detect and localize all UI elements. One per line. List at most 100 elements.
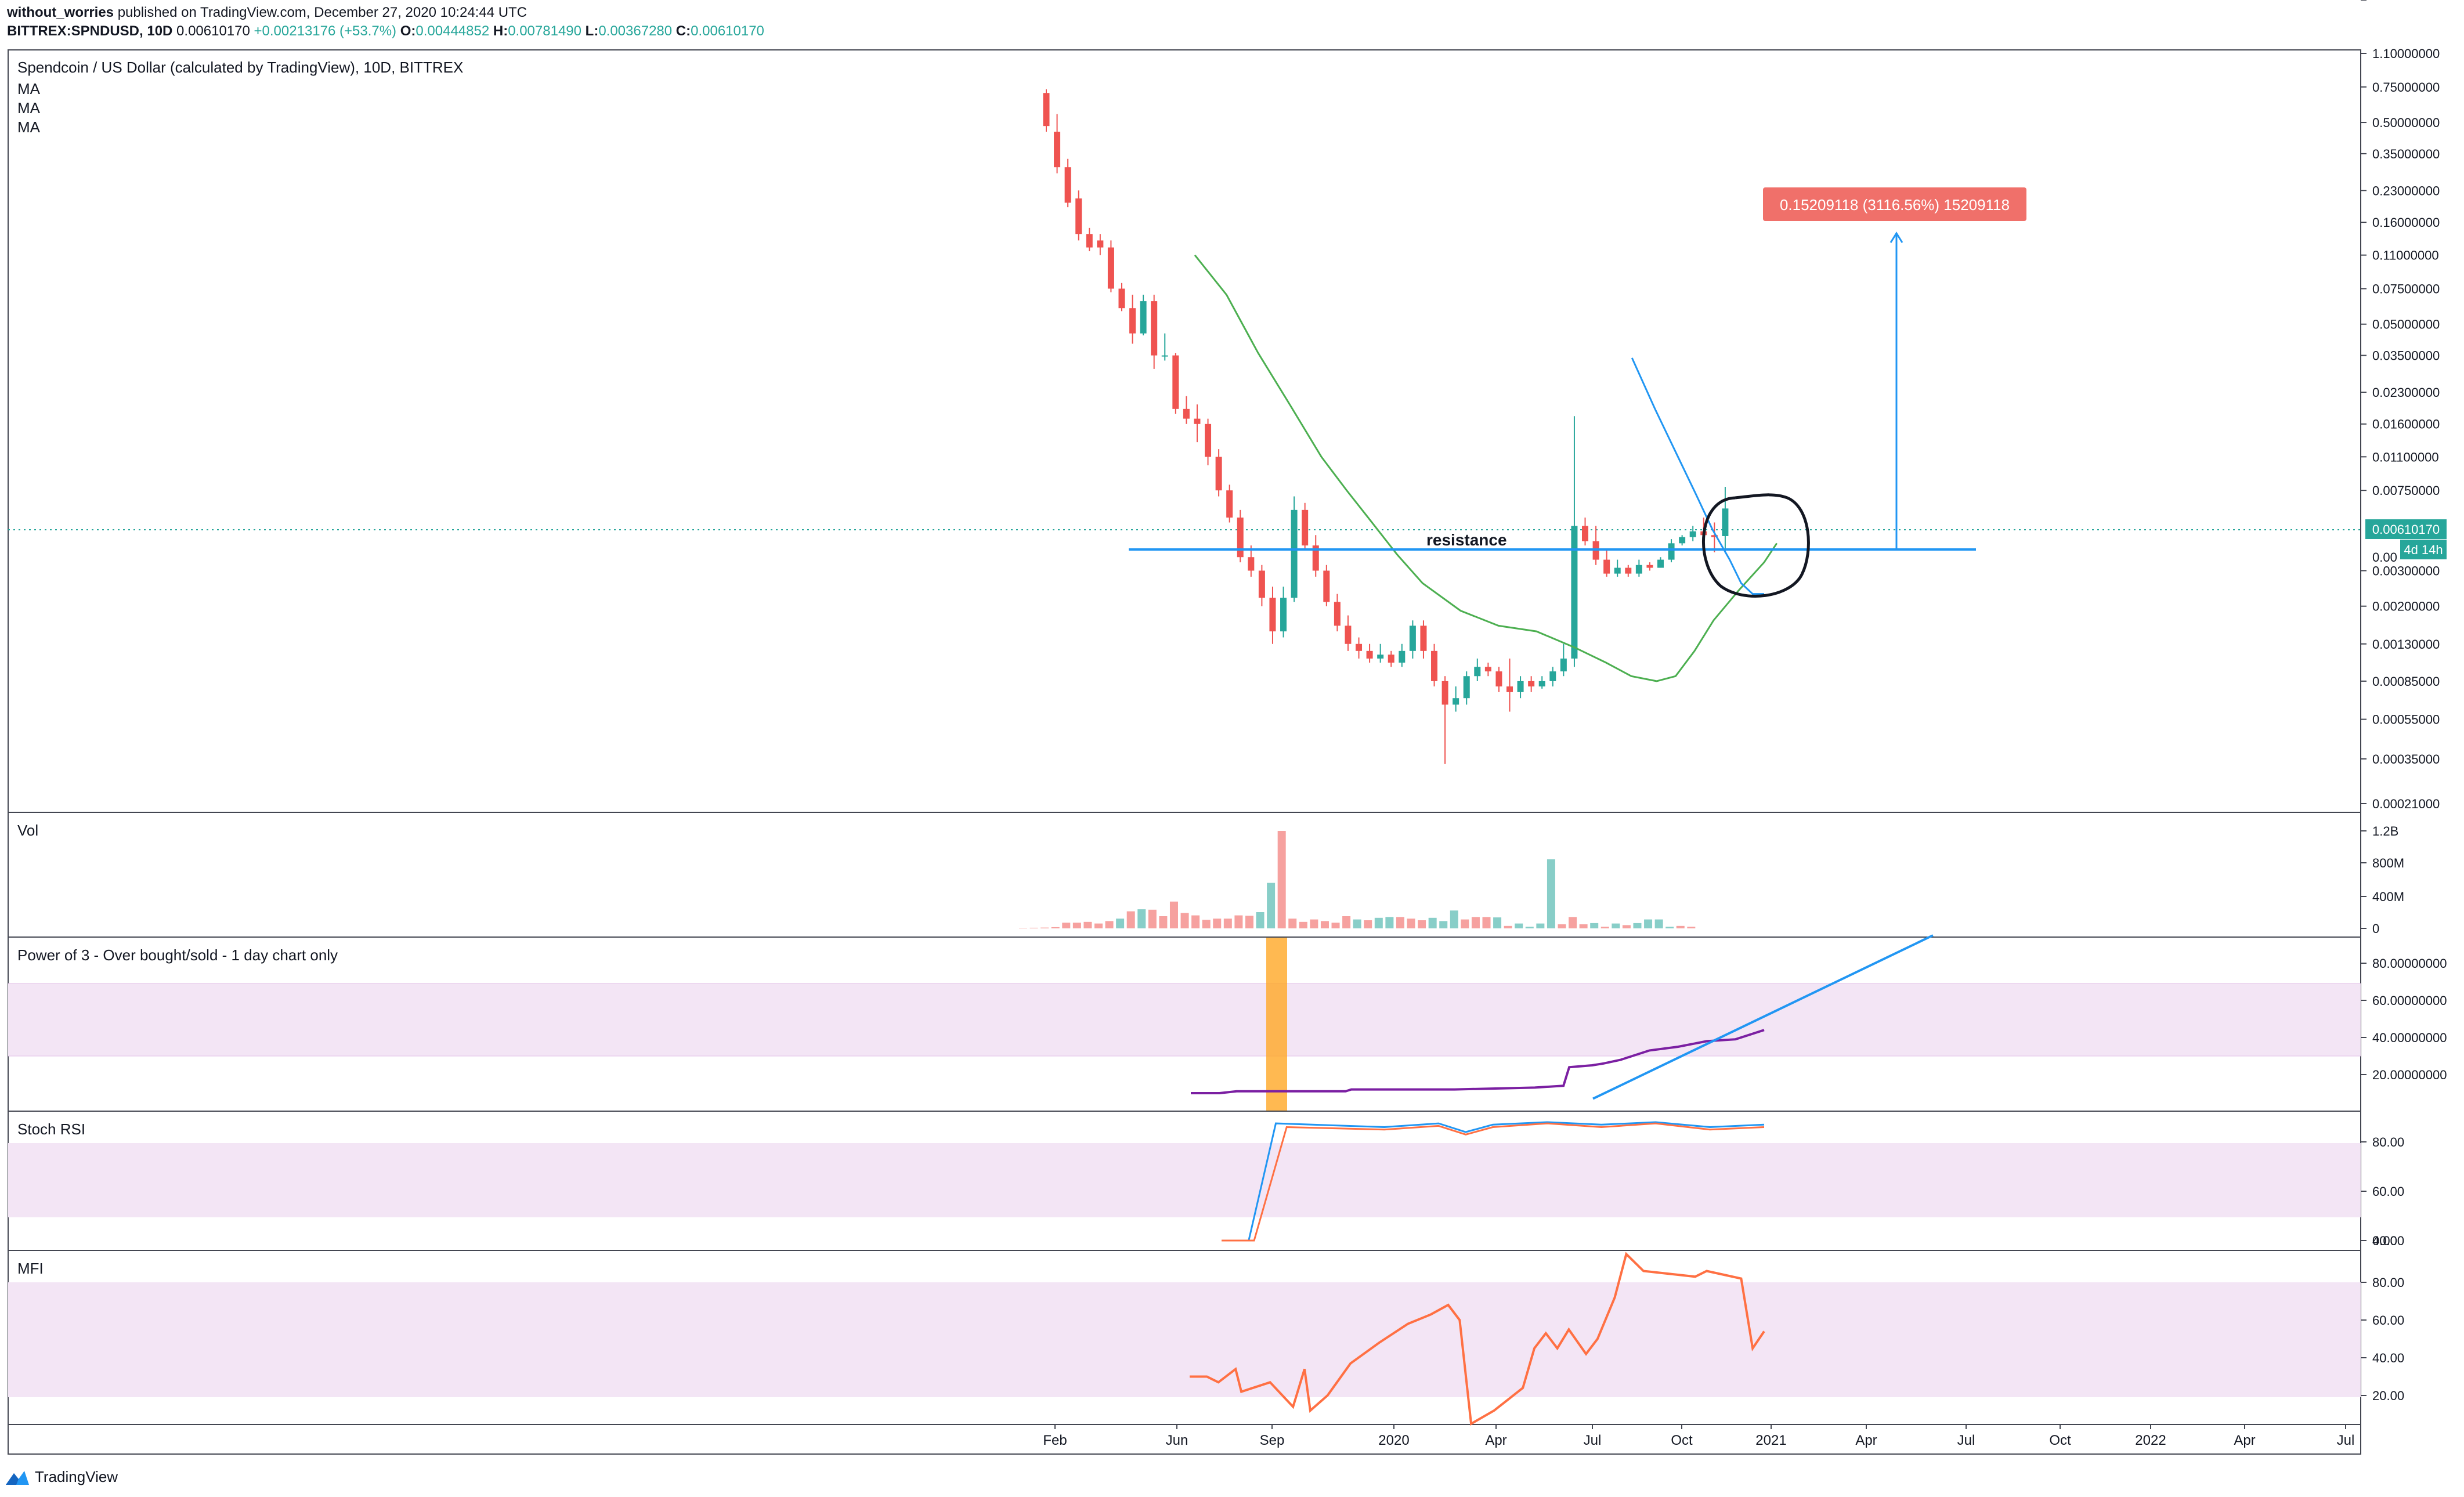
candle-body[interactable] [1420,625,1427,651]
candle-body[interactable] [1431,650,1438,681]
candle-body[interactable] [1280,598,1287,632]
candle-body[interactable] [1366,650,1373,659]
tradingview-brand[interactable]: TradingView [35,1467,118,1485]
candle-body[interactable] [1549,671,1556,681]
candle-body[interactable] [1571,526,1578,659]
volume-bar [1676,925,1685,928]
candlestick-series[interactable] [1043,89,1729,764]
candle-body[interactable] [1161,355,1168,357]
mfi-line[interactable] [1190,1252,1765,1426]
candle-body[interactable] [1657,559,1664,568]
power-of-3-line[interactable] [1191,1029,1765,1094]
mfi-pane-title[interactable]: MFI [17,1260,44,1277]
time-axis[interactable]: Feb Jun Sep 2020 Apr Jul Oct 2021 Apr Jul Oct 2022 A… [1043,1424,2354,1448]
volume-bar [1342,916,1351,928]
volume-bar [1267,883,1276,928]
candle-body[interactable] [1399,650,1406,663]
candle-body[interactable] [1140,301,1147,334]
candle-body[interactable] [1183,408,1190,419]
candle-body[interactable] [1528,681,1535,687]
candle-body[interactable] [1517,681,1524,692]
high-value: 0.00781490 [508,23,581,39]
candle-body[interactable] [1484,667,1491,672]
candle-body[interactable] [1356,643,1363,651]
candle-body[interactable] [1334,602,1341,626]
stoch-d-line[interactable] [1222,1122,1765,1242]
candle-body[interactable] [1129,308,1136,334]
candle-body[interactable] [1441,681,1448,705]
candle-body[interactable] [1388,655,1394,663]
candle-body[interactable] [1635,565,1642,574]
close-value: 0.00610170 [691,23,764,39]
candle-body[interactable] [1668,543,1675,560]
candle-body[interactable] [1474,667,1481,677]
candle-body[interactable] [1377,655,1384,659]
target-label-box[interactable] [1763,187,2026,221]
ma-legend-1[interactable]: MA [17,80,41,97]
candle-body[interactable] [1409,625,1416,651]
stoch-k-line[interactable] [1222,1121,1765,1242]
candle-body[interactable] [1151,301,1158,356]
candle-body[interactable] [1291,509,1298,598]
candle-body[interactable] [1237,517,1244,558]
candle-body[interactable] [1064,167,1071,203]
volume-bar [1062,923,1071,928]
candle-body[interactable] [1043,93,1050,126]
candle-body[interactable] [1506,686,1513,692]
last-price-tag[interactable] [2365,519,2447,539]
candle-body[interactable] [1172,355,1179,409]
indicator-lines[interactable] [1190,934,1934,1426]
volume-bar [1633,923,1642,928]
indicator-axes[interactable]: 1.2B 800M 400M 0 80.00000000 60.00000000 40.00… [2361,0,2447,1403]
candle-body[interactable] [1689,531,1696,537]
candle-body[interactable] [1582,526,1588,541]
price-axis[interactable]: 1.10000000 0.75000000 0.50000000 0.35000000… [2361,46,2440,811]
candle-body[interactable] [1345,625,1352,644]
candle-body[interactable] [1495,671,1502,687]
candle-body[interactable] [1107,247,1114,289]
candle-body[interactable] [1711,535,1718,537]
moving-averages[interactable] [1194,254,1778,682]
candle-body[interactable] [1560,658,1567,672]
ma-green-line[interactable] [1194,254,1778,682]
power-trendline[interactable] [1592,934,1934,1100]
candle-body[interactable] [1679,537,1686,544]
circle-annotation[interactable] [1701,493,1810,598]
candle-body[interactable] [1054,131,1061,168]
candle-body[interactable] [1258,570,1265,598]
candle-body[interactable] [1075,198,1082,234]
candle-body[interactable] [1226,490,1233,518]
candle-body[interactable] [1269,598,1276,632]
ma-legend-3[interactable]: MA [17,118,41,136]
time-tick-label: Apr [1855,1433,1877,1448]
candle-body[interactable] [1118,288,1125,309]
ma-legend-2[interactable]: MA [17,99,41,117]
candle-body[interactable] [1215,457,1222,491]
power-pane-title[interactable]: Power of 3 - Over bought/sold - 1 day ch… [17,946,338,964]
candle-body[interactable] [1323,570,1330,602]
candle-body[interactable] [1086,234,1093,248]
candle-body[interactable] [1194,418,1201,424]
vol-pane-title[interactable]: Vol [17,822,38,839]
price-tick-label: 1.10000000 [2372,46,2440,61]
candle-body[interactable] [1463,676,1470,699]
candle-body[interactable] [1646,565,1653,568]
candle-body[interactable] [1614,567,1621,574]
candle-body[interactable] [1205,424,1212,457]
candle-body[interactable] [1453,698,1459,705]
author-name[interactable]: without_worries [7,5,114,20]
candle-body[interactable] [1538,681,1545,687]
candle-body[interactable] [1722,508,1729,536]
price-tick-label: 0.00055000 [2372,713,2440,727]
stoch-pane-title[interactable]: Stoch RSI [17,1120,85,1138]
candle-body[interactable] [1312,545,1319,571]
candle-body[interactable] [1097,240,1104,248]
target-label: 0.15209118 (3116.56%) 15209118 [1780,196,2010,214]
candle-body[interactable] [1302,509,1309,546]
ma-blue-line[interactable] [1631,357,1764,595]
candle-body[interactable] [1625,567,1632,574]
tradingview-logo-icon[interactable] [5,1467,30,1486]
candle-body[interactable] [1603,559,1610,574]
candle-body[interactable] [1248,557,1255,571]
